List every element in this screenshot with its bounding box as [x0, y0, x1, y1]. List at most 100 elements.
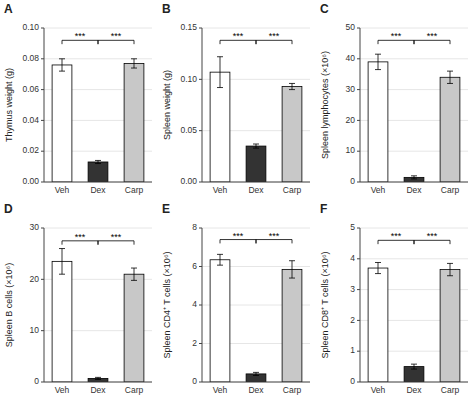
- significance-label: ***: [233, 31, 244, 41]
- bar: [282, 87, 302, 182]
- x-tick-label: Dex: [406, 385, 422, 395]
- y-axis-label: Thymus weight (g): [4, 68, 14, 142]
- y-tick-label: 0: [34, 376, 39, 386]
- y-tick-label: 0: [192, 376, 197, 386]
- error-bar: [253, 372, 259, 375]
- y-tick-label: 3: [350, 284, 355, 294]
- significance-label: ***: [111, 232, 122, 242]
- x-axis-line: [202, 382, 310, 383]
- panel-label: B: [162, 2, 171, 16]
- x-tick-label: Veh: [213, 385, 228, 395]
- plot-area: [368, 262, 460, 382]
- y-tick-label: 0.02: [22, 145, 39, 155]
- panel-label: E: [162, 202, 170, 216]
- x-tick-label: Dex: [406, 185, 422, 195]
- y-tick-label: 30: [346, 84, 356, 94]
- grid-line: [360, 258, 468, 259]
- panel-label: A: [4, 2, 13, 16]
- grid-line: [44, 228, 152, 229]
- error-bar: [95, 160, 101, 163]
- y-tick-label: 0.15: [180, 22, 197, 32]
- x-tick-label: Veh: [213, 185, 228, 195]
- x-tick-label: Veh: [371, 385, 386, 395]
- x-tick-label: Dex: [248, 185, 264, 195]
- grid-line: [202, 382, 310, 383]
- significance-label: ***: [391, 231, 402, 241]
- significance-label: ***: [269, 231, 280, 241]
- plot-area: [368, 54, 460, 182]
- y-tick-label: 50: [346, 22, 356, 32]
- error-bar: [217, 57, 223, 88]
- x-axis-line: [44, 382, 152, 383]
- x-tick-label: Carp: [441, 185, 460, 195]
- y-tick-label: 2: [350, 315, 355, 325]
- bar: [210, 72, 230, 182]
- y-axis-label: Spleen CD8⁺ T cells (×10⁶): [320, 251, 330, 358]
- x-tick-label: Veh: [55, 385, 70, 395]
- bar: [440, 77, 460, 182]
- y-axis-label: Spleen lymphocytes (×10⁶): [320, 51, 330, 159]
- y-tick-label: 4: [192, 299, 197, 309]
- x-axis-line: [202, 182, 310, 183]
- x-tick-label: Veh: [371, 185, 386, 195]
- y-axis-line: [44, 228, 45, 382]
- panel: FSpleen CD8⁺ T cells (×10⁶)012345VehDexC…: [320, 202, 468, 395]
- y-tick-label: 0.10: [22, 22, 39, 32]
- panel: DSpleen B cells (×10⁶)0102030VehDexCarp*…: [4, 202, 152, 395]
- grid-line: [202, 182, 310, 183]
- error-bar: [289, 83, 295, 89]
- plot-area: [210, 57, 302, 182]
- y-axis-label: Spleen CD4⁺ T cells (×10⁶): [162, 251, 172, 358]
- error-bar: [375, 262, 381, 273]
- grid-line: [360, 182, 468, 183]
- y-tick-label: 4: [350, 253, 355, 263]
- x-axis-line: [44, 182, 152, 183]
- y-tick-label: 0.06: [22, 84, 39, 94]
- x-tick-label: Carp: [441, 385, 460, 395]
- y-tick-label: 0.04: [22, 115, 39, 125]
- plot-area: [52, 249, 144, 382]
- panel: ESpleen CD4⁺ T cells (×10⁶)02468VehDexCa…: [162, 202, 310, 395]
- bar: [88, 162, 108, 182]
- y-tick-label: 0.00: [180, 176, 197, 186]
- y-axis-line: [360, 28, 361, 182]
- x-tick-label: Dex: [90, 185, 106, 195]
- bar: [52, 65, 72, 182]
- significance-label: ***: [269, 31, 280, 41]
- grid-line: [360, 382, 468, 383]
- significance-label: ***: [427, 31, 438, 41]
- panel: BSpleen weight (g)0.000.050.100.15VehDex…: [162, 2, 310, 195]
- bar: [246, 146, 266, 182]
- error-bar: [447, 263, 453, 275]
- grid-line: [44, 28, 152, 29]
- error-bar: [411, 364, 417, 369]
- significance-label: ***: [427, 231, 438, 241]
- y-axis-line: [202, 228, 203, 382]
- error-bar: [375, 54, 381, 69]
- x-tick-label: Carp: [125, 385, 144, 395]
- y-tick-label: 20: [30, 274, 40, 284]
- grid-line: [202, 28, 310, 29]
- y-tick-label: 0: [350, 176, 355, 186]
- x-tick-label: Carp: [125, 185, 144, 195]
- error-bar: [217, 254, 223, 265]
- panel-label: D: [4, 202, 13, 216]
- plot-area: [52, 59, 144, 182]
- bar: [124, 274, 144, 382]
- panel: CSpleen lymphocytes (×10⁶)01020304050Veh…: [320, 2, 468, 195]
- x-tick-label: Carp: [283, 385, 302, 395]
- significance-label: ***: [391, 31, 402, 41]
- y-tick-label: 2: [192, 338, 197, 348]
- error-bar: [253, 144, 259, 148]
- bar: [368, 268, 388, 382]
- error-bar: [59, 59, 65, 71]
- significance-label: ***: [75, 232, 86, 242]
- y-tick-label: 40: [346, 53, 356, 63]
- x-tick-label: Veh: [55, 185, 70, 195]
- bar: [368, 62, 388, 182]
- x-tick-label: Carp: [283, 185, 302, 195]
- y-tick-label: 5: [350, 222, 355, 232]
- y-tick-label: 1: [350, 345, 355, 355]
- error-bar: [289, 261, 295, 278]
- significance-label: ***: [75, 31, 86, 41]
